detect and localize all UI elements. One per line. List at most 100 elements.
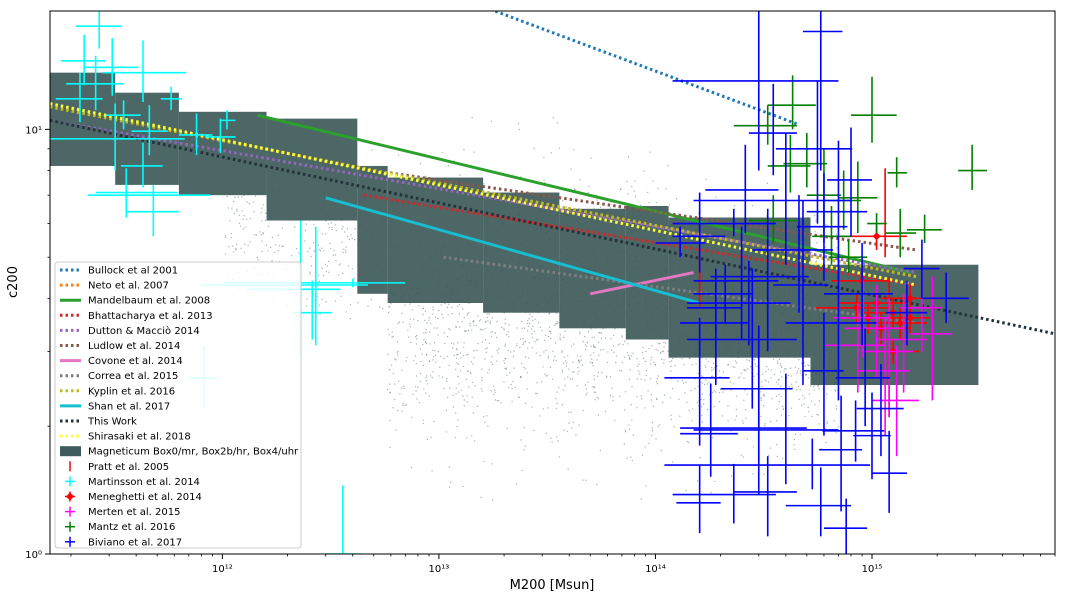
simulation-point [246, 201, 248, 203]
simulation-point [403, 387, 405, 389]
simulation-point [590, 345, 592, 347]
legend-label: Dutton & Macciò 2014 [88, 325, 200, 337]
simulation-point [508, 387, 510, 389]
observation-point [775, 80, 853, 224]
simulation-point [433, 342, 436, 344]
simulation-point [480, 329, 483, 331]
simulation-point [504, 345, 506, 347]
simulation-point [518, 396, 520, 398]
simulation-point [413, 360, 415, 362]
simulation-point [703, 383, 706, 386]
simulation-point [639, 373, 641, 375]
simulation-point [541, 329, 543, 332]
legend-label: Bullock et al 2001 [88, 266, 178, 277]
simulation-point [389, 419, 391, 422]
simulation-point [230, 237, 233, 239]
simulation-point [597, 341, 600, 343]
observation-point [705, 144, 779, 234]
simulation-point [419, 348, 421, 350]
simulation-point [447, 164, 450, 167]
relation-line [443, 255, 917, 325]
simulation-point [452, 406, 455, 408]
simulation-point [592, 344, 595, 346]
simulation-point [426, 375, 428, 377]
simulation-point [566, 362, 568, 364]
simulation-point [261, 220, 263, 222]
simulation-point [477, 342, 479, 345]
simulation-point [503, 327, 505, 330]
simulation-bin [668, 217, 811, 358]
simulation-point [430, 323, 432, 325]
simulation-point [804, 374, 807, 376]
simulation-point [663, 359, 665, 361]
simulation-point [449, 329, 451, 331]
simulation-point [261, 250, 263, 252]
simulation-point [420, 360, 422, 363]
simulation-point [651, 429, 654, 432]
simulation-point [474, 440, 476, 442]
simulation-point [500, 326, 503, 329]
simulation-point [790, 383, 792, 385]
simulation-point [309, 273, 311, 275]
simulation-point [628, 424, 630, 426]
simulation-point [428, 317, 431, 319]
simulation-point [743, 377, 745, 379]
simulation-point [568, 422, 570, 424]
simulation-point [804, 415, 806, 418]
y-tick-label: 10¹ [25, 125, 42, 136]
simulation-point [448, 303, 450, 305]
simulation-point [713, 390, 715, 392]
simulation-point [537, 321, 540, 324]
simulation-point [248, 202, 250, 205]
simulation-point [683, 363, 685, 366]
simulation-point [607, 351, 609, 353]
observation-point [856, 364, 904, 457]
simulation-point [547, 355, 549, 358]
simulation-point [718, 391, 720, 394]
simulation-point [643, 170, 645, 172]
plot-frame [49, 10, 1056, 555]
simulation-point [697, 372, 699, 375]
simulation-point [454, 436, 456, 439]
simulation-point [318, 248, 321, 251]
simulation-point [729, 381, 731, 383]
simulation-point [528, 318, 530, 320]
simulation-point [521, 469, 523, 472]
simulation-point [657, 425, 659, 427]
simulation-point [443, 332, 445, 334]
simulation-point [425, 343, 428, 345]
simulation-point [491, 335, 493, 337]
simulation-point [547, 335, 550, 338]
simulation-point [354, 228, 356, 230]
simulation-point [708, 381, 710, 383]
simulation-point [589, 361, 591, 363]
simulation-point [408, 336, 410, 338]
simulation-point [422, 313, 424, 315]
simulation-point [255, 234, 258, 236]
simulation-point [631, 185, 633, 188]
simulation-point [766, 366, 768, 368]
simulation-point [504, 358, 507, 360]
simulation-point [444, 302, 446, 305]
simulation-point [826, 393, 828, 395]
simulation-point [659, 343, 661, 345]
simulation-point [776, 408, 778, 410]
observation-point [862, 298, 914, 418]
simulation-point [334, 224, 336, 226]
simulation-point [459, 352, 462, 354]
simulation-point [794, 433, 797, 435]
simulation-point [496, 336, 498, 339]
simulation-point [388, 368, 391, 371]
simulation-point [391, 336, 393, 338]
simulation-point [407, 329, 409, 331]
simulation-point [631, 459, 633, 462]
simulation-point [800, 404, 803, 407]
simulation-point [593, 336, 595, 338]
simulation-point [684, 392, 686, 394]
simulation-point [814, 404, 816, 406]
simulation-point [473, 324, 475, 327]
simulation-point [475, 324, 477, 327]
simulation-point [813, 386, 815, 388]
simulation-bin [559, 208, 626, 329]
observation-point [867, 213, 887, 234]
